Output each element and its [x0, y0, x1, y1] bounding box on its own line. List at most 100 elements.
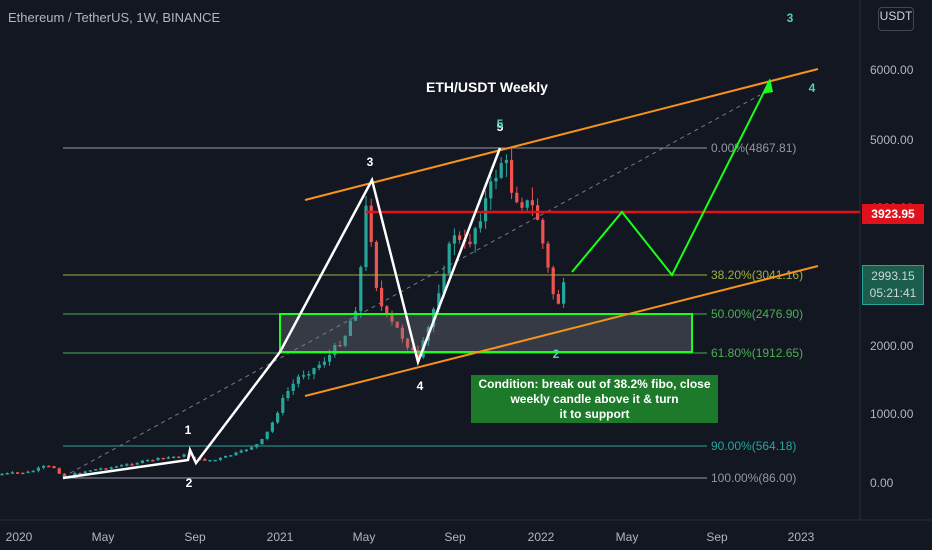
- candle-body: [47, 465, 51, 468]
- candle-body: [328, 354, 332, 362]
- fib-level-label: 61.80%(1912.65): [711, 346, 803, 360]
- condition-line: it to support: [559, 407, 630, 421]
- candle-body: [281, 398, 285, 413]
- wave-label: 3: [367, 155, 374, 169]
- candle-body: [296, 376, 300, 384]
- candle-body: [156, 457, 160, 461]
- candle-body: [203, 459, 207, 461]
- candle-body: [442, 273, 446, 294]
- candle-body: [437, 293, 441, 309]
- candle-body: [354, 311, 358, 321]
- candle-body: [88, 470, 92, 472]
- support-zone-box[interactable]: [279, 313, 693, 353]
- candle-body: [515, 192, 519, 203]
- candle-body: [494, 177, 498, 182]
- candle-body: [510, 159, 514, 193]
- candle-body: [244, 449, 248, 452]
- candle-body: [473, 228, 477, 245]
- candle-body: [489, 181, 493, 199]
- candle-body: [177, 456, 181, 459]
- candle-body: [390, 313, 394, 322]
- candle-body: [36, 467, 40, 471]
- candle-body: [286, 390, 290, 399]
- candle-body: [406, 338, 410, 348]
- candle-body: [530, 200, 534, 206]
- candle-body: [73, 473, 77, 476]
- candle-body: [140, 460, 144, 464]
- price-tick-label: 1000.00: [870, 407, 914, 421]
- candle-body: [229, 455, 233, 457]
- candle-body: [395, 321, 399, 328]
- candle-body: [31, 470, 35, 473]
- candle-body: [562, 282, 566, 304]
- candle-body: [374, 241, 378, 288]
- candle-body: [520, 202, 524, 208]
- candle-body: [161, 457, 165, 460]
- candle-body: [270, 422, 274, 432]
- candle-body: [114, 466, 118, 468]
- bar-countdown: 05:21:41: [869, 286, 917, 300]
- candle-body: [62, 473, 66, 477]
- candle-body: [333, 345, 337, 355]
- time-tick-label: 2020: [6, 530, 33, 544]
- candle-body: [302, 375, 306, 377]
- projection-path[interactable]: [571, 79, 771, 277]
- channel-lower-line[interactable]: [304, 265, 819, 397]
- candle-body: [234, 452, 238, 456]
- time-tick-label: May: [353, 530, 376, 544]
- wave-label: 5: [497, 120, 504, 134]
- candle-body: [208, 459, 212, 462]
- currency-badge[interactable]: USDT: [878, 7, 914, 31]
- candle-body: [307, 374, 311, 376]
- candle-body: [109, 467, 113, 469]
- candle-body: [385, 306, 389, 314]
- time-tick-label: 2022: [528, 530, 555, 544]
- candle-body: [416, 350, 420, 358]
- price-tick-label: 6000.00: [870, 63, 914, 77]
- candle-body: [78, 473, 82, 475]
- candle-body: [146, 459, 150, 462]
- candle-body: [250, 447, 254, 450]
- time-tick-label: Sep: [184, 530, 206, 544]
- candle-body: [182, 454, 186, 457]
- candle-body: [343, 336, 347, 346]
- fib-level-label: 0.00%(4867.81): [711, 141, 796, 155]
- candle-body: [525, 200, 529, 208]
- price-tick-label: 2000.00: [870, 339, 914, 353]
- candle-body: [94, 469, 98, 471]
- wave-label: 4: [417, 379, 424, 393]
- candle-body: [359, 267, 363, 312]
- fib-level-label: 100.00%(86.00): [711, 471, 796, 485]
- candle-body: [291, 383, 295, 391]
- price-tick-label: 0.00: [870, 476, 894, 490]
- condition-annotation: Condition: break out of 38.2% fibo, clos…: [471, 375, 718, 423]
- candle-body: [317, 364, 321, 369]
- time-tick-label: 2021: [267, 530, 294, 544]
- candle-body: [551, 267, 555, 295]
- candle-body: [546, 243, 550, 268]
- channel-upper-line[interactable]: [304, 68, 819, 201]
- elliott-wave-path[interactable]: [62, 147, 502, 480]
- candle-body: [239, 450, 243, 453]
- candle-body: [260, 438, 264, 445]
- condition-line: Condition: break out of 38.2% fibo, clos…: [478, 377, 711, 391]
- candle-body: [99, 468, 103, 470]
- time-tick-label: May: [92, 530, 115, 544]
- candle-body: [478, 221, 482, 229]
- wave-label: 4: [809, 81, 816, 95]
- symbol-header: Ethereum / TetherUS, 1W, BINANCE: [8, 10, 221, 25]
- candle-body: [468, 241, 472, 245]
- last-price-tag: 2993.15 05:21:41: [862, 265, 924, 305]
- candle-body: [172, 456, 176, 459]
- fib-level-label: 38.20%(3041.16): [711, 268, 803, 282]
- candle-body: [130, 464, 134, 466]
- chart-title: ETH/USDT Weekly: [426, 79, 548, 95]
- candle-body: [452, 235, 456, 244]
- price-tick-label: 5000.00: [870, 133, 914, 147]
- candle-body: [135, 463, 139, 465]
- candle-body: [458, 235, 462, 240]
- candle-body: [0, 473, 4, 476]
- candle-body: [338, 345, 342, 347]
- wave-label: 2: [553, 347, 560, 361]
